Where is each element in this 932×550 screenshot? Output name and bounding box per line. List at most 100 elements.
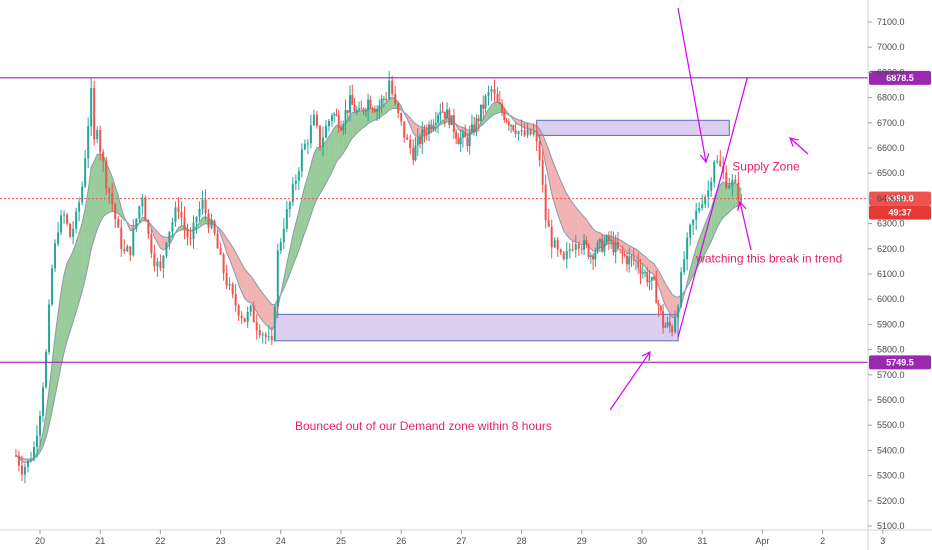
candle-body bbox=[93, 87, 96, 140]
countdown-tag bbox=[869, 205, 931, 220]
top-down-arrow-shaft bbox=[677, 7, 707, 163]
candle-body bbox=[580, 248, 583, 250]
ma-ribbon-segment bbox=[157, 231, 161, 249]
candle-body bbox=[731, 179, 734, 186]
candle-body bbox=[592, 255, 595, 260]
candle-body bbox=[479, 104, 482, 121]
ma-ribbon-segment bbox=[497, 102, 500, 114]
ma-ribbon-segment bbox=[313, 147, 317, 207]
price-axis[interactable]: 5100.0 5200.0 5300.0 5400.0 5500.0 5600.0 5700… bbox=[867, 0, 905, 550]
candle-body bbox=[192, 222, 195, 240]
ma-ribbon-segment bbox=[554, 165, 558, 215]
candle-body bbox=[321, 137, 324, 147]
y-tick-label: 6700.0 bbox=[877, 118, 905, 128]
candle-body bbox=[423, 129, 426, 134]
ma-ribbon-segment bbox=[359, 110, 362, 132]
candle-body bbox=[26, 460, 29, 467]
candle-body bbox=[138, 206, 141, 219]
candle-body bbox=[625, 255, 628, 265]
candle-body bbox=[309, 125, 312, 144]
ma-ribbon-segment bbox=[379, 106, 382, 118]
ma-ribbon-segment bbox=[720, 181, 724, 222]
candle-body bbox=[337, 115, 340, 128]
candle-body bbox=[523, 130, 526, 136]
ma-ribbon-segment bbox=[569, 198, 573, 241]
ma-ribbon-segment bbox=[560, 180, 564, 231]
candle-body bbox=[659, 305, 662, 312]
ma-ribbon-segment bbox=[310, 153, 314, 216]
candle-body bbox=[526, 129, 529, 136]
candle-body bbox=[20, 465, 23, 475]
candle-body bbox=[487, 91, 490, 97]
candle-body bbox=[397, 103, 400, 114]
y-tick-label: 5700.0 bbox=[877, 370, 905, 380]
candle-body bbox=[565, 251, 568, 260]
candle-body bbox=[547, 220, 550, 227]
candle-body bbox=[186, 229, 189, 238]
ma-ribbon-segment bbox=[94, 154, 98, 240]
candle-body bbox=[437, 115, 440, 123]
candle-body bbox=[312, 114, 315, 126]
y-tick-label: 5500.0 bbox=[877, 420, 905, 430]
candle-body bbox=[710, 181, 713, 191]
ma-ribbon-segment bbox=[244, 268, 248, 302]
ma-ribbon-segment bbox=[620, 239, 623, 248]
candle-body bbox=[498, 102, 501, 104]
candle-body bbox=[132, 228, 135, 256]
candle-body bbox=[634, 260, 637, 262]
ma-ribbon-segment bbox=[354, 111, 357, 136]
candle-body bbox=[349, 95, 352, 113]
y-tick-label: 6500.0 bbox=[877, 168, 905, 178]
y-tick-label: 5600.0 bbox=[877, 395, 905, 405]
candle-body bbox=[421, 129, 424, 144]
candle-body bbox=[380, 98, 383, 106]
candle-body bbox=[550, 226, 553, 248]
candle-body bbox=[535, 130, 538, 142]
candle-body bbox=[671, 326, 674, 333]
candle-body bbox=[252, 305, 255, 323]
candle-body bbox=[120, 227, 123, 249]
candle-body bbox=[692, 219, 695, 225]
candle-body bbox=[376, 109, 379, 112]
candle-body bbox=[150, 234, 153, 254]
candle-body bbox=[538, 141, 541, 161]
candle-body bbox=[603, 242, 606, 252]
candle-body bbox=[434, 122, 437, 126]
x-tick-label: 26 bbox=[396, 536, 406, 546]
ma-ribbon-segment bbox=[301, 185, 305, 242]
ma-ribbon-segment bbox=[633, 247, 636, 257]
ma-ribbon-segment bbox=[256, 284, 260, 318]
candle-body bbox=[297, 171, 300, 181]
candle-body bbox=[315, 114, 318, 126]
candle-body bbox=[228, 284, 231, 286]
ma-ribbon-segment bbox=[581, 214, 585, 245]
candle-body bbox=[285, 209, 288, 229]
ma-ribbon-segment bbox=[160, 235, 164, 250]
candle-body bbox=[126, 246, 129, 252]
candle-body bbox=[222, 254, 225, 274]
candle-body bbox=[141, 197, 144, 207]
ma-ribbon-segment bbox=[70, 250, 74, 332]
candle-body bbox=[81, 186, 84, 203]
candle-body bbox=[39, 415, 41, 436]
time-axis[interactable]: 20 21 22 23 24 25 26 27 28 29 30 31 Apr 2 3 bbox=[0, 529, 932, 546]
candle-body bbox=[520, 130, 523, 132]
ma-ribbon-segment bbox=[726, 183, 730, 215]
ma-ribbon-segment bbox=[374, 109, 378, 121]
candle-body bbox=[430, 124, 433, 129]
trend-break-arrow-head bbox=[736, 200, 747, 211]
candle-body bbox=[388, 80, 391, 99]
ma-ribbon-segment bbox=[46, 389, 50, 438]
ma-ribbon-segment bbox=[413, 121, 416, 136]
candle-body bbox=[607, 236, 610, 242]
ma-ribbon-segment bbox=[319, 145, 323, 195]
candle-body bbox=[623, 253, 626, 256]
candle-body bbox=[461, 132, 464, 138]
x-tick-label: Apr bbox=[755, 536, 769, 546]
countdown-label: 49:37 bbox=[888, 208, 911, 218]
y-tick-label: 7000.0 bbox=[877, 42, 905, 52]
ma-ribbon-segment bbox=[647, 258, 650, 273]
candle-body bbox=[650, 276, 653, 281]
candle-body bbox=[577, 244, 580, 249]
